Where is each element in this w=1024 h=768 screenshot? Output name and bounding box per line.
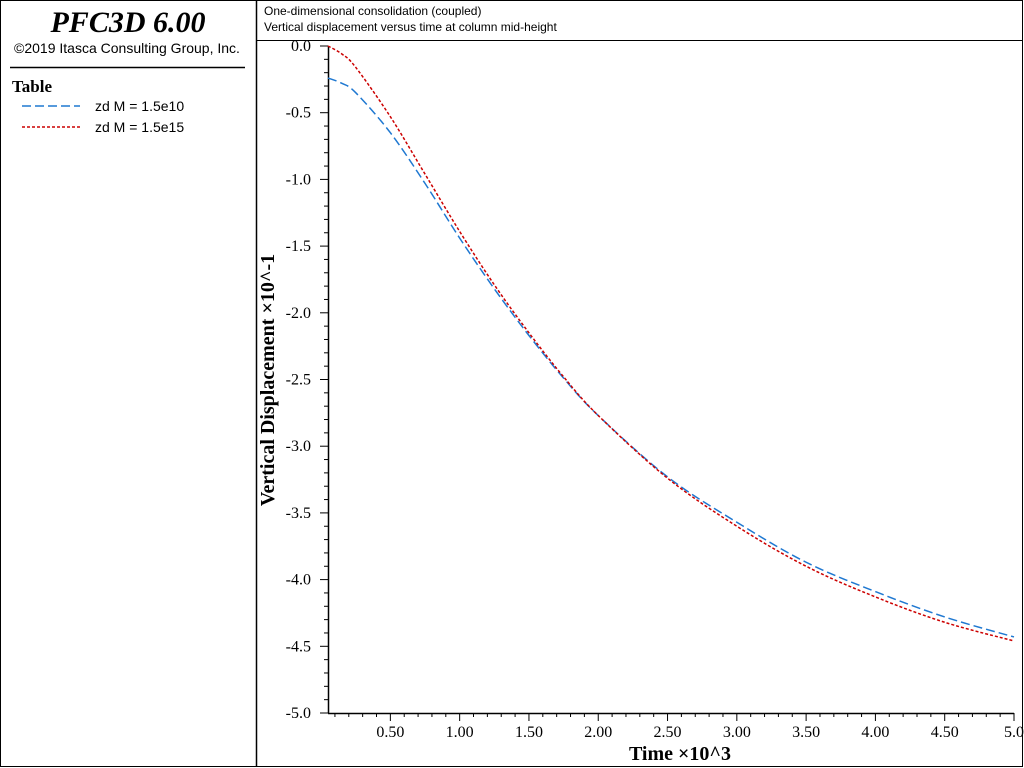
y-tick-label: -0.5	[286, 105, 311, 122]
x-tick-label: 2.00	[584, 724, 612, 741]
y-tick-label: -2.5	[286, 372, 311, 389]
legend-entry-2: zd M = 1.5e15	[22, 119, 184, 135]
series-line-2	[327, 45, 1015, 642]
plot-series-layer	[327, 45, 1015, 642]
series-line-1	[327, 77, 1015, 638]
x-tick-label: 1.50	[515, 724, 543, 741]
y-tick-label: -1.5	[286, 238, 311, 255]
y-tick-label: -4.5	[286, 638, 311, 655]
y-tick-label: -4.0	[286, 572, 311, 589]
x-axis-ticks: 0.50 1.00 1.50 2.00 2.50 3.00 3.50 4.00 4.50 5.0	[334, 713, 1024, 741]
legend-label: zd M = 1.5e10	[95, 98, 184, 114]
x-tick-label: 5.0	[1004, 724, 1024, 741]
copyright-text: ©2019 Itasca Consulting Group, Inc.	[14, 40, 240, 56]
x-tick-label: 1.00	[446, 724, 474, 741]
x-axis-title: Time ×10^3	[629, 743, 731, 765]
y-tick-label: -5.0	[286, 705, 311, 722]
legend-title: Table	[12, 77, 52, 96]
plot-header-line-2: Vertical displacement versus time at col…	[264, 20, 557, 34]
y-tick-label: -2.0	[286, 305, 311, 322]
legend-label: zd M = 1.5e15	[95, 119, 184, 135]
x-tick-label: 3.00	[723, 724, 751, 741]
y-tick-label: -3.0	[286, 438, 311, 455]
x-tick-label: 3.50	[792, 724, 820, 741]
y-tick-label: 0.0	[291, 38, 311, 55]
x-tick-label: 4.50	[931, 724, 959, 741]
y-tick-label: -1.0	[286, 171, 311, 188]
y-axis-title: Vertical Displacement ×10^-1	[257, 254, 279, 506]
x-tick-label: 2.50	[654, 724, 682, 741]
y-axis-ticks: 0.0 -0.5 -1.0 -1.5 -2.0 -2.5 -3.0 -3.5 -4.0 -4.5 -…	[286, 38, 328, 722]
x-tick-label: 4.00	[861, 724, 889, 741]
x-tick-label: 0.50	[376, 724, 404, 741]
app-title: PFC3D 6.00	[49, 6, 205, 39]
legend-entry-1: zd M = 1.5e10	[22, 98, 184, 114]
y-tick-label: -3.5	[286, 505, 311, 522]
plot-header-line-1: One-dimensional consolidation (coupled)	[264, 4, 481, 18]
